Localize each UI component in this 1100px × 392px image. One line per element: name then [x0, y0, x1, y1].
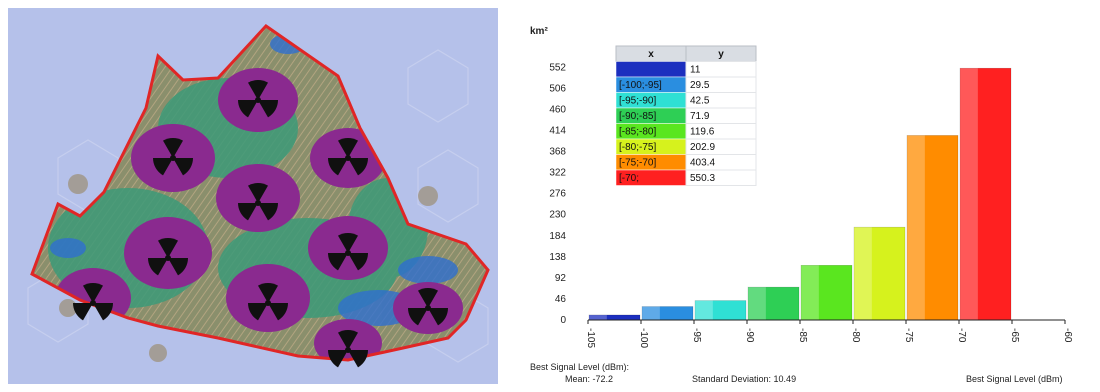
legend-range-label: [-95;-90]	[619, 96, 656, 107]
bar-highlight	[960, 68, 978, 321]
y-tick-label: 322	[549, 168, 566, 179]
stats-mean: Mean: -72.2	[565, 374, 613, 384]
histogram-svg: km² 04692138184230276322368414460506552 …	[530, 26, 1073, 384]
legend-value: 119.6	[690, 127, 715, 138]
y-tick-label: 46	[555, 294, 567, 305]
coverage-map	[8, 8, 498, 384]
x-tick-label: -70	[956, 328, 967, 343]
y-tick-label: 368	[549, 147, 566, 158]
y-tick-label: 414	[549, 126, 566, 137]
x-tick-label: -95	[691, 328, 702, 343]
stats-std: Standard Deviation: 10.49	[692, 374, 796, 384]
legend-value: 202.9	[690, 142, 715, 153]
legend-range-label: [-70;	[619, 173, 639, 184]
site-icon	[148, 238, 188, 276]
site-icon	[408, 288, 448, 326]
bar-highlight	[748, 287, 766, 320]
bar-highlight	[695, 300, 713, 320]
x-axis-ticks: -105 -100 -95 -90 -85 -80 -75 -70 -65 -60	[585, 320, 1073, 348]
x-axis-label: Best Signal Level (dBm)	[966, 374, 1063, 384]
stats-label: Best Signal Level (dBm):	[530, 362, 629, 372]
background-site-icons	[59, 174, 438, 362]
y-axis-label: km²	[530, 26, 548, 37]
site-icon	[238, 79, 278, 118]
site-icon	[73, 283, 113, 321]
x-tick-label: -100	[638, 328, 649, 348]
legend-value: 11	[690, 65, 701, 76]
y-tick-label: 552	[549, 62, 566, 73]
legend-swatch	[615, 61, 687, 78]
x-tick-label: -105	[585, 328, 596, 348]
x-tick-label: -65	[1009, 328, 1020, 343]
bar	[906, 135, 959, 321]
site-icon	[248, 283, 288, 321]
legend-header-y-text: y	[718, 49, 724, 60]
site-icon	[328, 233, 368, 271]
y-tick-label: 138	[549, 252, 566, 263]
legend-value: 550.3	[690, 173, 715, 184]
coverage-map-svg	[8, 8, 498, 384]
x-tick-label: -90	[744, 328, 755, 343]
site-icon	[328, 330, 368, 368]
y-tick-label: 460	[549, 104, 566, 115]
site-icon	[153, 137, 193, 176]
bar-highlight	[801, 265, 819, 320]
x-tick-label: -80	[850, 328, 861, 343]
histogram-chart: km² 0 46 92 138 184 230 276 322 368 414 460 506 552 …	[520, 0, 1100, 387]
legend-value-cell	[685, 169, 757, 186]
bar	[747, 286, 800, 321]
y-tick-label: 276	[549, 189, 566, 200]
legend-range-label: [-90;-85]	[619, 111, 656, 122]
legend-value: 42.5	[690, 96, 710, 107]
legend-range-label: [-75;-70]	[619, 158, 656, 169]
legend-table: x y 11 [-100;-95] 29.5 [-95;-90] 42.5 [-90;-85]…	[615, 45, 757, 186]
y-tick-label: 230	[549, 210, 566, 221]
site-icon	[328, 137, 368, 176]
site-icon	[238, 183, 278, 221]
bars	[588, 67, 1012, 321]
site-icons	[73, 79, 448, 368]
x-tick-label: -75	[903, 328, 914, 343]
x-tick-label: -85	[797, 328, 808, 343]
y-tick-label: 184	[549, 231, 566, 242]
legend-header-x-text: x	[648, 49, 654, 60]
legend-value: 71.9	[690, 111, 710, 122]
bar-highlight	[854, 227, 872, 320]
legend-range-label: [-80;-75]	[619, 142, 656, 153]
bar-highlight	[907, 135, 925, 320]
legend-range-label: [-100;-95]	[619, 80, 662, 91]
bar-highlight	[642, 306, 660, 320]
legend-value: 29.5	[690, 80, 710, 91]
bar	[853, 226, 906, 321]
y-tick-label: 0	[560, 315, 566, 326]
legend-value: 403.4	[690, 158, 715, 169]
bar	[959, 67, 1012, 321]
legend-range-label: [-85;-80]	[619, 127, 656, 138]
bar-highlight	[589, 314, 607, 320]
y-tick-label: 92	[555, 273, 567, 284]
y-tick-label: 506	[549, 83, 566, 94]
y-axis-ticks: 0 46 92 138 184 230 276 322 368 414 460 506 552	[549, 62, 566, 326]
coverage-outline	[30, 24, 490, 362]
x-tick-label: -60	[1062, 328, 1073, 343]
